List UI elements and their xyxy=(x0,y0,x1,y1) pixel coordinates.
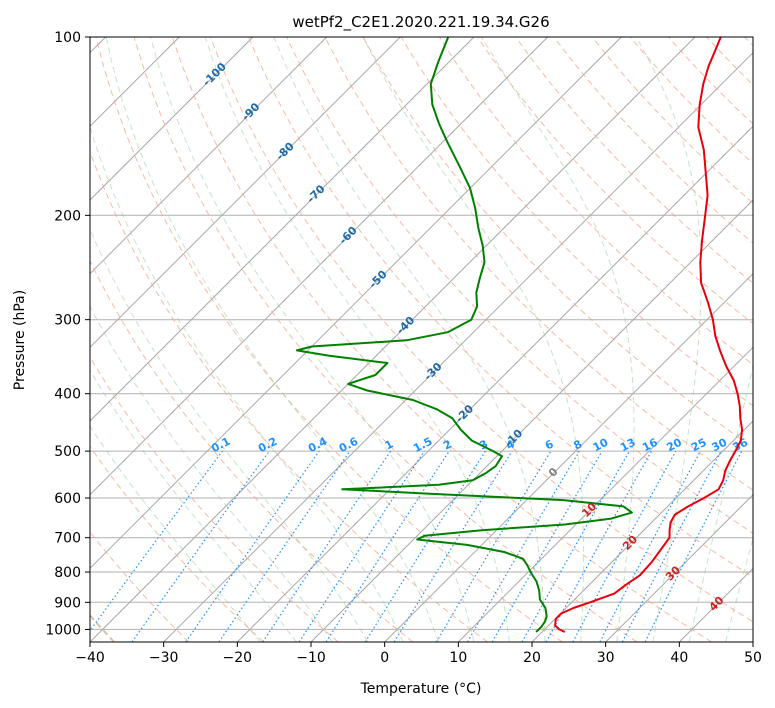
mixing-ratio-label: 30 xyxy=(710,436,730,455)
x-tick-label: 30 xyxy=(597,650,615,666)
isotherm-line xyxy=(605,493,753,642)
plot-frame xyxy=(89,36,754,643)
mixing-ratio-line xyxy=(185,450,320,642)
x-tick-label: −30 xyxy=(149,650,179,666)
x-tick-label: 20 xyxy=(523,650,541,666)
mixing-ratio-line xyxy=(262,450,392,642)
dry-adiabat-line xyxy=(553,37,753,244)
dry-adiabats xyxy=(90,37,753,642)
mixing-ratio-label: 20 xyxy=(664,436,684,455)
dry-adiabat-line xyxy=(90,259,414,642)
mixing-ratio-line xyxy=(298,450,425,642)
dry-adiabat-line xyxy=(362,37,753,449)
x-tick-label: 10 xyxy=(449,650,467,666)
isotherm-line xyxy=(90,37,475,422)
mixing-ratio-line xyxy=(644,450,743,642)
isotherm-line xyxy=(163,51,753,642)
dry-adiabat-line xyxy=(90,445,264,642)
plot-area: 0.1 0.2 0.4 0.6 1 1.5 2 3 4 6 8 10 13 16 20 25 30 36-100-… xyxy=(90,37,753,642)
dry-adiabat-line xyxy=(248,37,753,578)
moist-adiabat-line xyxy=(725,536,753,642)
moist-adiabat-line xyxy=(90,125,404,642)
mixing-ratio-label: 25 xyxy=(689,436,709,455)
y-tick-label: 300 xyxy=(54,313,81,329)
y-tick-label: 500 xyxy=(54,444,81,460)
mixing-ratio-line xyxy=(325,450,450,642)
moist-adiabat-line xyxy=(90,369,297,642)
moist-adiabat-line xyxy=(105,37,440,642)
mixing-ratio-label: 13 xyxy=(618,436,638,455)
x-tick-label: 0 xyxy=(380,650,389,666)
isotherm-line xyxy=(90,37,696,642)
isotherm-line xyxy=(90,37,254,201)
dry-adiabat-line xyxy=(133,37,638,642)
moist-adiabat-line xyxy=(362,37,585,642)
isotherm-line xyxy=(531,420,753,642)
mixing-ratio-line xyxy=(572,450,677,642)
chart-title: wetPf2_C2E1.2020.221.19.34.G26 xyxy=(292,13,549,32)
moist-adiabat-line xyxy=(90,228,369,642)
y-tick-label: 1000 xyxy=(45,622,81,638)
isotherm-line xyxy=(90,37,328,275)
isotherm-line xyxy=(236,125,753,642)
x-tick-label: −10 xyxy=(296,650,326,666)
isotherm-line xyxy=(90,37,622,570)
y-tick-label: 900 xyxy=(54,595,81,611)
isotherm-line xyxy=(384,272,753,642)
x-tick-label: −20 xyxy=(223,650,253,666)
y-axis-label: Pressure (hPa) xyxy=(12,290,28,390)
dry-adiabat-line xyxy=(171,37,712,642)
moist-adiabat-line xyxy=(481,37,635,642)
mixing-ratio-line xyxy=(218,450,351,642)
dry-adiabat-line xyxy=(591,37,753,204)
x-axis-label: Temperature (°C) xyxy=(360,681,482,697)
x-tick-label: 50 xyxy=(744,650,762,666)
moist-adiabat-line xyxy=(150,37,475,642)
mixing-ratio-label: 10 xyxy=(591,436,611,455)
mixing-ratio-label: 16 xyxy=(640,436,660,455)
profiles xyxy=(295,37,744,633)
mixing-ratio-line xyxy=(521,450,631,642)
mixing-ratio-lines xyxy=(90,450,743,642)
moist-adiabat-line xyxy=(90,425,261,642)
mixing-ratio-line xyxy=(393,450,513,642)
y-tick-label: 600 xyxy=(54,491,81,507)
isotherms xyxy=(90,37,753,642)
mixing-ratio-line xyxy=(90,450,223,632)
dry-adiabat-line xyxy=(90,150,488,642)
moist-adiabat-line xyxy=(204,37,510,642)
moist-adiabat-line xyxy=(273,37,546,642)
dry-adiabat-line xyxy=(438,37,753,366)
dry-adiabat-line xyxy=(400,37,753,407)
x-tick-label: 40 xyxy=(670,650,688,666)
y-tick-label: 800 xyxy=(54,565,81,581)
isotherm-line xyxy=(90,37,549,496)
isotherm-line xyxy=(457,346,753,642)
y-tick-label: 700 xyxy=(54,531,81,547)
moist-adiabat-line xyxy=(688,363,753,642)
dewpoint-profile-line xyxy=(295,37,633,633)
mixing-ratio-line xyxy=(545,450,653,642)
dry-adiabat-line xyxy=(286,37,753,534)
axes: −40 −30 −20 −10 0 10 20 30 40 50 100 200 300 400 500 60… xyxy=(45,30,762,666)
mixing-ratio-line xyxy=(131,450,270,642)
y-tick-label: 100 xyxy=(54,30,81,46)
x-tick-label: −40 xyxy=(75,650,105,666)
isotherm-line xyxy=(90,37,401,349)
dry-adiabat-line xyxy=(629,37,753,165)
temperature-profile-line xyxy=(554,37,744,633)
y-tick-label: 200 xyxy=(54,208,81,224)
dry-adiabat-line xyxy=(477,37,753,325)
y-tick-label: 400 xyxy=(54,387,81,403)
dry-adiabat-line xyxy=(95,37,563,642)
